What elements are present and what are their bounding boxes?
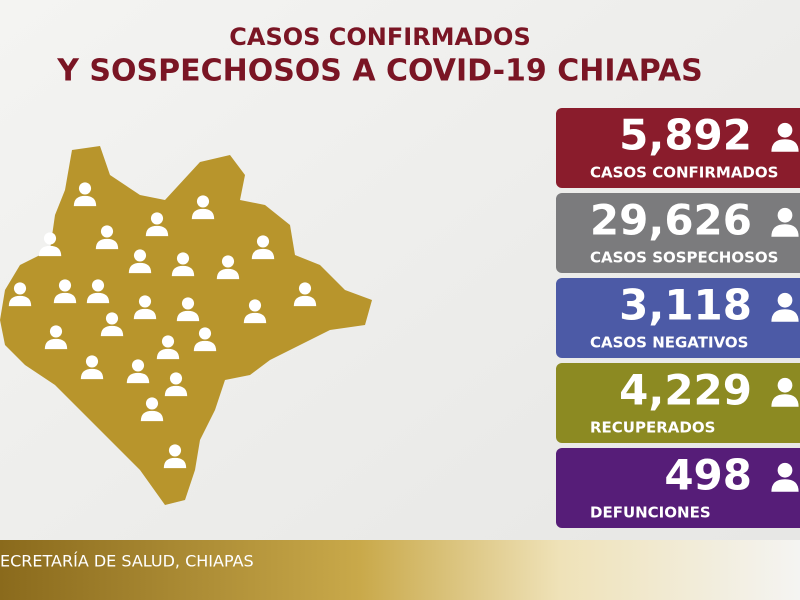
card-value: 3,118 [619, 281, 752, 330]
card-label: CASOS NEGATIVOS [590, 334, 748, 352]
card-value: 498 [664, 451, 752, 500]
card-value: 29,626 [590, 196, 752, 245]
title-line-2: Y SOSPECHOSOS A COVID-19 CHIAPAS [56, 54, 703, 89]
footer-bar [0, 540, 800, 600]
card-value: 4,229 [619, 366, 752, 415]
map-chiapas [0, 146, 372, 505]
card-label: CASOS CONFIRMADOS [590, 164, 778, 182]
card [556, 108, 800, 188]
card [556, 193, 800, 273]
card-label: RECUPERADOS [590, 419, 715, 437]
card [556, 363, 800, 443]
card-value: 5,892 [619, 111, 752, 160]
card [556, 448, 800, 528]
title-line-1: CASOS CONFIRMADOS [229, 23, 531, 51]
card-label: DEFUNCIONES [590, 504, 711, 522]
footer-source: ECRETARÍA DE SALUD, CHIAPAS [0, 552, 254, 571]
card-label: CASOS SOSPECHOSOS [590, 249, 778, 267]
stat-cards: 5,892 CASOS CONFIRMADOS 29,626 CASOS SOSPEC… [556, 108, 800, 528]
card [556, 278, 800, 358]
